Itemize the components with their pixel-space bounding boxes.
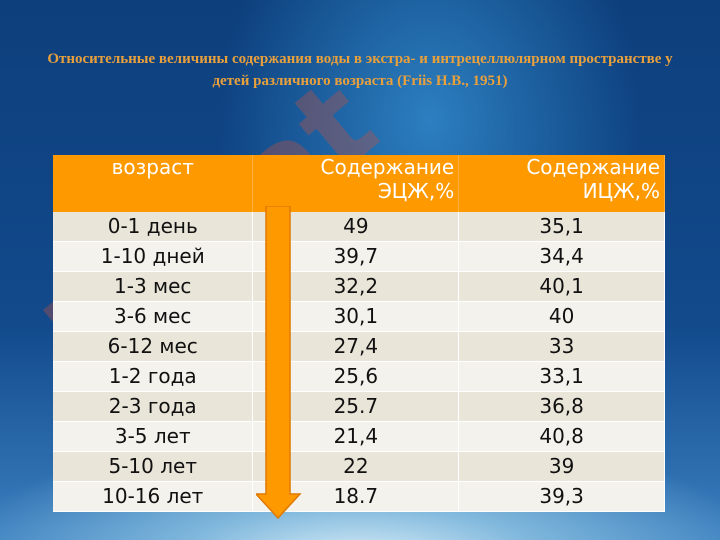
table-cell: 6-12 мес (53, 331, 254, 362)
header-cell: возраст (53, 155, 254, 212)
table-cell: 40,8 (458, 421, 665, 452)
table-cell: 2-3 года (53, 391, 254, 422)
table-cell: 36,8 (458, 391, 665, 422)
table-row: 3-6 мес 30,1 40 (53, 301, 665, 332)
table-row: 10-16 лет 18.7 39,3 (53, 481, 665, 512)
table-row: 3-5 лет 21,4 40,8 (53, 421, 665, 452)
table-row: 0-1 день 49 35,1 (53, 212, 665, 242)
table-cell: 33,1 (458, 361, 665, 392)
table-row: 5-10 лет 22 39 (53, 451, 665, 482)
table-cell: 40 (458, 301, 665, 332)
table-cell: 35,1 (458, 212, 665, 242)
table-row: 1-10 дней 39,7 34,4 (53, 241, 665, 272)
table-cell: 3-6 мес (53, 301, 254, 332)
slide-title: Относительные величины содержания воды в… (47, 51, 673, 89)
table-row: 2-3 года 25.7 36,8 (53, 391, 665, 422)
table-cell: 1-10 дней (53, 241, 254, 272)
header-row: возраст Содержание ЭЦЖ,% Содержание ИЦЖ,% (53, 155, 665, 212)
data-table: возраст Содержание ЭЦЖ,% Содержание ИЦЖ,% … (53, 155, 665, 512)
table-row: 1-2 года 25,6 33,1 (53, 361, 665, 392)
table-cell: 0-1 день (53, 212, 254, 242)
header-cell: Содержание ИЦЖ,% (458, 155, 665, 212)
table-cell: 10-16 лет (53, 481, 254, 512)
table-cell: 39 (458, 451, 665, 482)
table-cell: 3-5 лет (53, 421, 254, 452)
table-cell: 5-10 лет (53, 451, 254, 482)
table-cell: 40,1 (458, 271, 665, 302)
table-cell: 34,4 (458, 241, 665, 272)
table-cell: 1-2 года (53, 361, 254, 392)
arrow-shape (256, 206, 302, 520)
header-cell: Содержание ЭЦЖ,% (252, 155, 460, 212)
table-cell: 1-3 мес (53, 271, 254, 302)
table-cell: 33 (458, 331, 665, 362)
table-body: 0-1 день 49 35,1 1-10 дней 39,7 34,4 1-3 мес 32… (53, 212, 665, 512)
table-cell: 39,3 (458, 481, 665, 512)
table-row: 6-12 мес 27,4 33 (53, 331, 665, 362)
arrow (256, 206, 302, 520)
table-row: 1-3 мес 32,2 40,1 (53, 271, 665, 302)
